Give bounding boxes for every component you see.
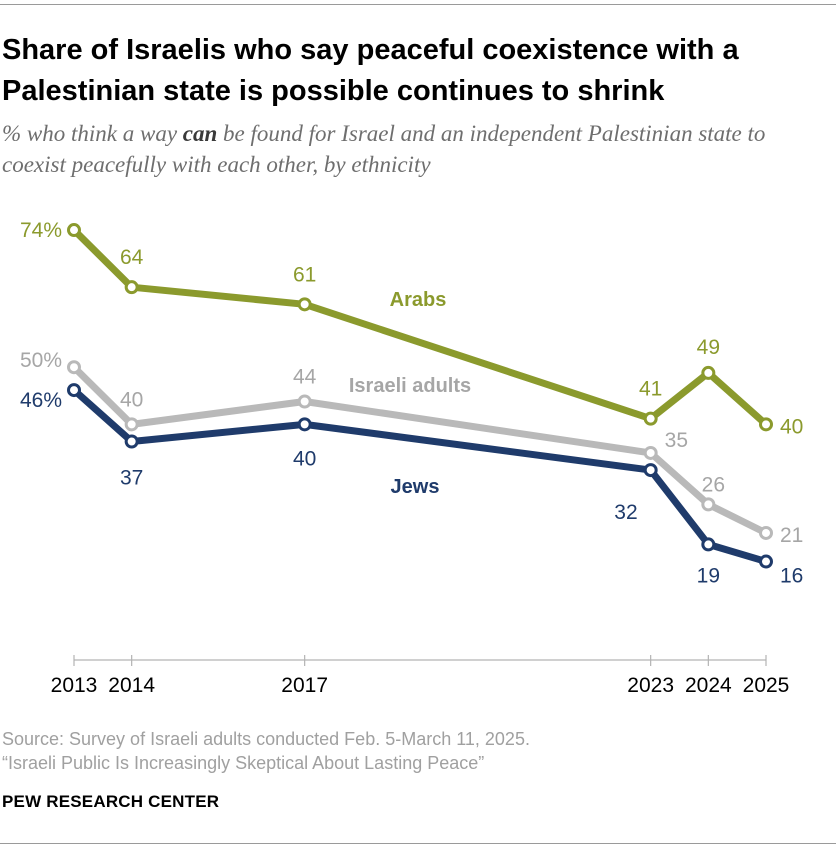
- point-jews-2024: [701, 537, 716, 552]
- data-label-arabs-2017: 61: [293, 263, 316, 286]
- top-rule: [0, 4, 836, 5]
- point-jews-2023: [643, 463, 658, 478]
- source-line-2: “Israeli Public Is Increasingly Skeptica…: [2, 753, 485, 773]
- brand-logo-text: PEW RESEARCH CENTER: [2, 792, 220, 811]
- chart-subtitle: % who think a way can be found for Israe…: [2, 118, 832, 180]
- data-label-arabs-2023: 41: [639, 378, 662, 401]
- x-tick-label-2025: 2025: [743, 674, 790, 697]
- x-tick-label-2013: 2013: [51, 674, 98, 697]
- chart-title: Share of Israelis who say peaceful coexi…: [2, 34, 739, 107]
- line-chart: 2013 2014 2017 2023 2024 2025 50% 40 44 35 26 21 Is…: [20, 219, 803, 697]
- point-arabs-2023: [643, 411, 658, 426]
- subtitle-emphasis: can: [182, 121, 218, 146]
- data-label-adults-2017: 44: [293, 365, 317, 388]
- data-label-arabs-2013: 74%: [20, 219, 62, 242]
- series-name-label-jews: Jews: [391, 476, 440, 498]
- point-arabs-2024: [701, 365, 716, 380]
- point-arabs-2014: [124, 280, 139, 295]
- series-name-label-adults: Israeli adults: [349, 375, 471, 397]
- x-axis: 2013 2014 2017 2023 2024 2025: [51, 655, 790, 697]
- point-adults-2013: [67, 360, 81, 375]
- point-jews-2013: [67, 383, 81, 398]
- series-name-label-arabs: Arabs: [390, 289, 447, 311]
- point-adults-2023: [643, 445, 658, 460]
- subtitle-text-after: be found for Israel and an independent P…: [2, 121, 766, 177]
- data-labels: 50% 40 44 35 26 21 Israeli adults 46% 37 40 32 19 16…: [20, 219, 803, 588]
- data-label-arabs-2014: 64: [120, 246, 144, 269]
- point-adults-2014: [124, 417, 139, 432]
- data-label-arabs-2025: 40: [780, 415, 803, 438]
- point-arabs-2013: [67, 223, 81, 238]
- series-line-adults: [70, 363, 770, 537]
- point-arabs-2017: [297, 297, 312, 312]
- series-line-jews: [70, 386, 770, 566]
- x-tick-label-2024: 2024: [685, 674, 732, 697]
- point-adults-2017: [297, 394, 312, 409]
- data-label-arabs-2024: 49: [697, 336, 720, 359]
- data-label-jews-2024: 19: [697, 564, 720, 587]
- point-adults-2024: [701, 497, 716, 512]
- data-label-adults-2025: 21: [780, 524, 803, 547]
- point-jews-2017: [297, 417, 312, 432]
- point-jews-2014: [124, 434, 139, 449]
- data-label-adults-2023: 35: [665, 429, 688, 452]
- series-points: [67, 223, 773, 569]
- subtitle-text-before: % who think a way: [2, 121, 183, 146]
- series-lines: [70, 226, 770, 566]
- bottom-rule: [0, 843, 836, 844]
- source-note: Source: Survey of Israeli adults conduct…: [2, 727, 530, 775]
- x-tick-label-2023: 2023: [627, 674, 674, 697]
- data-label-jews-2023: 32: [614, 501, 637, 524]
- x-tick-label-2017: 2017: [281, 674, 328, 697]
- data-label-jews-2013: 46%: [20, 389, 62, 412]
- x-tick-label-2014: 2014: [108, 674, 155, 697]
- data-label-adults-2024: 26: [702, 473, 725, 496]
- data-label-adults-2014: 40: [120, 388, 143, 411]
- data-label-jews-2014: 37: [120, 467, 143, 490]
- data-label-jews-2025: 16: [780, 565, 803, 588]
- point-adults-2025: [759, 525, 773, 540]
- data-label-adults-2013: 50%: [20, 349, 62, 372]
- data-label-jews-2017: 40: [293, 447, 316, 470]
- point-arabs-2025: [759, 417, 773, 432]
- point-jews-2025: [759, 554, 773, 569]
- source-line-1: Source: Survey of Israeli adults conduct…: [2, 729, 530, 749]
- series-line-arabs: [70, 226, 770, 428]
